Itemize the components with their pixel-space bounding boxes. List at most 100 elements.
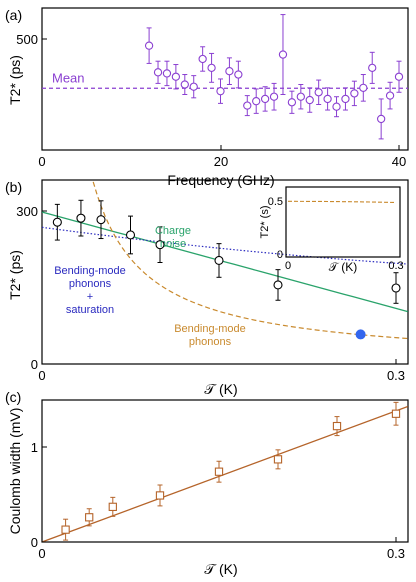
panel-b-x-tick-label-03: 0.3 <box>387 368 405 383</box>
panel-a-data-point <box>216 87 225 96</box>
panel-c-data-point <box>391 409 401 418</box>
panel-b-data-point <box>214 255 224 266</box>
panel-a-data-point <box>368 63 377 73</box>
panel-a-data-point <box>376 114 386 124</box>
panel-a-data-point <box>287 98 297 107</box>
panel-b-frame <box>41 179 409 365</box>
panel-a-data-point <box>207 63 216 73</box>
panel-c-x-tick-label-0: 0 <box>38 546 45 561</box>
panel-c-label: (c) <box>5 389 21 405</box>
panel-b-data-point <box>96 215 106 225</box>
panel-b-annot-bending-sat-4: saturation <box>66 304 114 316</box>
panel-b-data-point <box>52 217 62 227</box>
panel-b-inset-y-tick-label-0: 0 <box>277 249 283 261</box>
panel-b-x-ticks: 0 0.3 <box>38 359 405 383</box>
panel-c-fit-line <box>42 405 408 542</box>
panel-b-bending-phonons-curve <box>92 180 408 340</box>
panel-a-data-point <box>323 94 332 104</box>
panel-b-data-point <box>155 240 165 250</box>
panel-b-inset-curve <box>288 200 397 204</box>
panel-b-inset-x-axis-title: 𝒯 (K) <box>329 260 358 274</box>
panel-a-data-point <box>394 72 404 81</box>
panel-b-markers <box>52 199 401 340</box>
panel-a-data-point <box>153 68 163 77</box>
panel-c-data-point <box>108 502 117 511</box>
panel-a-data-point <box>332 102 341 111</box>
panel-a-y-tick-label-500: 500 <box>16 32 38 47</box>
panel-b-x-tick-label-0: 0 <box>38 368 45 383</box>
panel-a-data-point <box>189 82 198 91</box>
panel-c-y-tick-label-1: 1 <box>31 440 38 455</box>
panel-a-y-ticks: 500 <box>16 32 47 47</box>
panel-c-data-point <box>273 455 283 464</box>
panel-b-y-axis-title: T2* (ps) <box>7 250 23 300</box>
panel-a-x-tick-label-0: 0 <box>38 154 45 169</box>
panel-b-annot-bending-sat-1: Bending-mode <box>54 265 126 277</box>
panel-a-x-tick-label-20: 20 <box>214 154 228 169</box>
panel-c-data-point <box>214 467 224 476</box>
panel-a-data-point <box>269 92 279 101</box>
panel-a-x-ticks: 0 20 40 <box>38 145 406 169</box>
panel-a-data-point <box>260 94 270 104</box>
panel-a-data-point <box>162 69 172 78</box>
panel-c-data-point <box>61 525 70 534</box>
panel-c-y-axis-title: Coulomb width (mV) <box>7 408 23 535</box>
panel-b-inset: 0.5 0 0 0.3 𝒯 (K) T2* (s) <box>259 186 404 274</box>
panel-b-inset-frame <box>285 186 401 258</box>
panel-a-data-point <box>305 95 314 105</box>
panel-b-annot-bending-1: Bending-mode <box>174 323 246 335</box>
panel-b-y-tick-label-0: 0 <box>31 357 38 372</box>
panel-b-y-tick-label-300: 300 <box>16 204 38 219</box>
panel-b-annot-bending-sat-2: phonons <box>69 278 112 290</box>
panel-a-data-point <box>359 83 368 92</box>
panel-b-inset-x-tick-label-03: 0.3 <box>388 260 403 272</box>
panel-a-data-point <box>385 91 395 100</box>
panel-a-x-tick-label-40: 40 <box>392 154 406 169</box>
panel-a-data-point <box>278 50 288 59</box>
panel-b-label: (b) <box>5 179 22 195</box>
panel-b-annot-noise: noise <box>160 238 186 250</box>
panel-c-x-ticks: 0 0.3 <box>38 537 405 561</box>
panel-a-mean-label: Mean <box>52 70 85 85</box>
panel-a-data-point <box>171 72 181 81</box>
panel-c-x-axis-title: 𝒯 (K) <box>204 561 237 577</box>
panel-a: (a) Mean 0 20 40 500 Frequency (GHz) T2*… <box>5 7 409 188</box>
panel-a-data-point <box>180 80 189 89</box>
panel-a-data-point <box>234 70 243 79</box>
panel-c-data-point <box>85 513 94 522</box>
panel-a-markers <box>144 14 404 140</box>
panel-c-y-tick-label-0: 0 <box>31 535 38 550</box>
panel-a-data-point <box>144 41 154 50</box>
panel-b-inset-y-tick-label-05: 0.5 <box>268 196 283 208</box>
panel-b-bending-saturation-curve <box>42 226 408 265</box>
panel-b-inset-x-tick-label-0: 0 <box>285 260 291 272</box>
panel-a-data-point <box>225 67 234 76</box>
panel-c-markers <box>61 401 401 541</box>
panel-a-data-point <box>341 94 350 104</box>
panel-c-y-ticks: 0 1 <box>31 440 47 550</box>
panel-b-data-point <box>125 230 136 240</box>
panel-a-data-point <box>198 54 207 64</box>
panel-a-frame <box>41 7 409 151</box>
panel-c-data-point <box>155 491 165 500</box>
panel-a-data-point <box>252 97 261 106</box>
panel-b-data-point <box>391 283 401 293</box>
panel-b: (b) Charge noise Bending-mode phonons + … <box>5 179 409 397</box>
panel-b-annot-bending-2: phonons <box>189 336 232 348</box>
panel-c: (c) 0 0.3 0 1 𝒯 (K) Coulomb width (mV) <box>5 389 409 577</box>
panel-b-annot-charge: Charge <box>155 225 191 237</box>
panel-c-x-tick-label-03: 0.3 <box>387 546 405 561</box>
panel-a-y-axis-title: T2* (ps) <box>7 55 23 105</box>
panel-a-data-point <box>350 89 359 98</box>
panel-b-filled-point <box>355 329 366 340</box>
panel-c-frame <box>41 399 409 543</box>
panel-b-charge-noise-curve <box>42 211 408 313</box>
panel-b-annot-bending-sat-3: + <box>87 291 93 303</box>
panel-b-y-ticks: 0 300 <box>16 204 47 372</box>
panel-c-data-point <box>332 421 342 431</box>
panel-a-data-point <box>296 92 305 101</box>
panel-b-x-axis-title: 𝒯 (K) <box>204 381 237 397</box>
panel-a-label: (a) <box>5 7 22 23</box>
panel-b-inset-y-axis-title: T2* (s) <box>259 206 271 239</box>
